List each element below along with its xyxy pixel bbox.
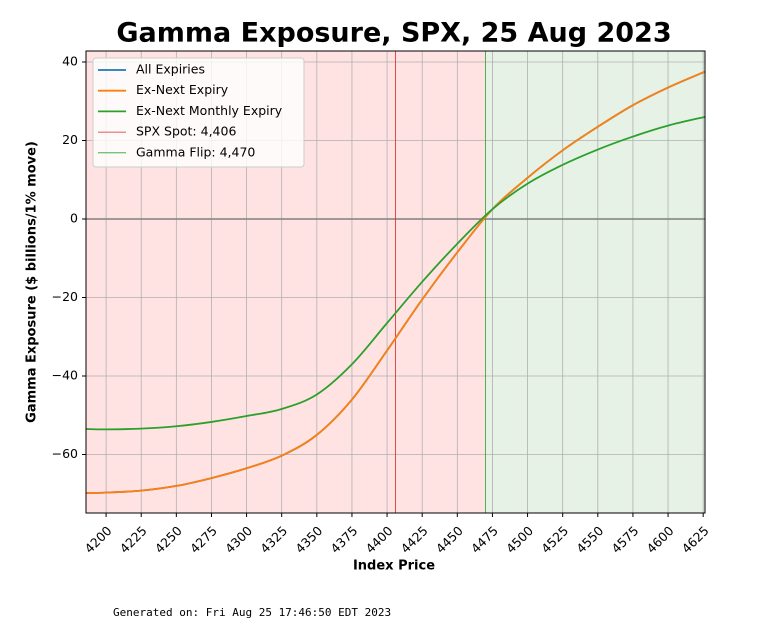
x-axis-label: Index Price xyxy=(353,559,435,574)
y-axis-label: Gamma Exposure ($ billions/1% move) xyxy=(25,141,40,423)
footnote: Generated on: Fri Aug 25 17:46:50 EDT 20… xyxy=(113,606,391,619)
legend: All Expiries Ex-Next Expiry Ex-Next Monthl… xyxy=(92,57,305,168)
x-tick-label: 4325 xyxy=(257,523,290,556)
x-tick-label: 4275 xyxy=(187,523,220,556)
y-tick-label: −40 xyxy=(52,368,78,383)
x-tick-label: 4400 xyxy=(363,523,396,556)
y-tick-label: −60 xyxy=(52,446,78,461)
x-tick-label: 4450 xyxy=(433,523,466,556)
legend-label: Ex-Next Monthly Expiry xyxy=(136,103,283,118)
x-tick-label: 4250 xyxy=(152,523,185,556)
series-line xyxy=(86,116,705,431)
legend-label: Gamma Flip: 4,470 xyxy=(136,144,255,159)
series-line xyxy=(86,70,705,494)
x-tick-label: 4600 xyxy=(644,523,677,556)
x-tick-label: 4350 xyxy=(292,523,325,556)
positive-gamma-region xyxy=(485,51,705,513)
plot-frame xyxy=(85,50,706,514)
x-tick-label: 4575 xyxy=(608,523,641,556)
chart-title: Gamma Exposure, SPX, 25 Aug 2023 xyxy=(116,18,671,49)
legend-label: Ex-Next Expiry xyxy=(136,82,229,97)
x-tick-label: 4425 xyxy=(398,523,431,556)
x-tick-label: 4550 xyxy=(573,523,606,556)
x-tick-label: 4300 xyxy=(222,523,255,556)
x-tick-label: 4500 xyxy=(503,523,536,556)
x-tick-label: 4200 xyxy=(82,523,115,556)
y-tick-label: 0 xyxy=(70,211,78,226)
legend-label: SPX Spot: 4,406 xyxy=(136,124,236,139)
x-tick-label: 4375 xyxy=(327,523,360,556)
x-tick-label: 4525 xyxy=(538,523,571,556)
x-tick-label: 4475 xyxy=(468,523,501,556)
legend-label: All Expiries xyxy=(136,62,205,77)
y-tick-label: −20 xyxy=(52,289,78,304)
legend-box xyxy=(92,57,305,168)
x-tick-label: 4625 xyxy=(679,523,712,556)
y-tick-label: 20 xyxy=(62,132,78,147)
y-tick-label: 40 xyxy=(62,53,78,68)
x-tick-label: 4225 xyxy=(117,523,150,556)
